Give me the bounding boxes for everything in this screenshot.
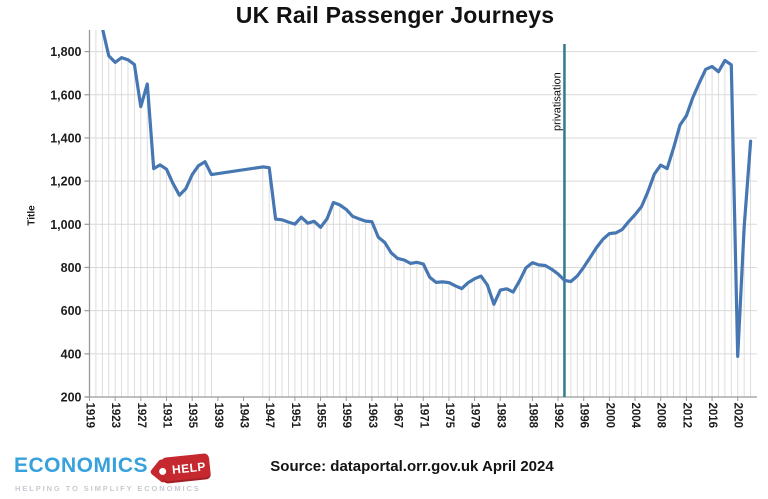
x-tick-label: 1931 — [161, 403, 173, 429]
rail-journeys-line-chart: 200 400 600 800 1,000 1,200 1,400 1,600 1,800 191… — [50, 30, 757, 429]
x-tick-label: 1979 — [469, 403, 481, 429]
privatisation-label: privatisation — [551, 72, 563, 131]
x-tick-label: 1951 — [289, 403, 301, 429]
y-tick-label: 1,600 — [50, 88, 81, 102]
x-tick-label: 1955 — [315, 403, 327, 429]
logo-price-tag: HELP — [149, 453, 212, 485]
source-caption: Source: dataportal.orr.gov.uk April 2024 — [270, 458, 554, 475]
logo-tag-label: HELP — [171, 459, 207, 477]
x-tick-label: 1923 — [109, 403, 121, 429]
y-tick-label: 1,800 — [50, 45, 81, 59]
x-tick-label: 1963 — [366, 403, 378, 429]
x-tick-label: 1943 — [238, 403, 250, 429]
y-tick-label: 200 — [61, 391, 82, 405]
x-tick-label: 1992 — [552, 403, 564, 429]
y-tick-label: 600 — [61, 304, 82, 318]
y-tick-label: 1,200 — [50, 175, 81, 189]
logo-tagline: HELPING TO SIMPLIFY ECONOMICS — [15, 484, 201, 493]
x-tick-label: 2008 — [655, 403, 667, 429]
economics-help-logo: ECONOMICS HELP HELPING TO SIMPLIFY ECONO… — [12, 448, 242, 498]
x-tick-label: 1947 — [263, 403, 275, 429]
x-tick-label: 1983 — [494, 403, 506, 429]
x-tick-label: 1959 — [340, 403, 352, 429]
series-line — [101, 30, 753, 358]
y-tick-label: 400 — [61, 347, 82, 361]
chart-title: UK Rail Passenger Journeys — [235, 2, 555, 28]
x-tick-label: 2000 — [603, 403, 615, 429]
x-tick-label: 1967 — [392, 403, 404, 429]
y-tick-label: 1,000 — [50, 218, 81, 232]
x-tick-label: 1927 — [135, 403, 147, 429]
tag-body: HELP — [160, 453, 212, 484]
logo-wordmark: ECONOMICS — [14, 454, 149, 477]
x-tick-label: 1975 — [443, 403, 455, 429]
x-tick-label: 1996 — [578, 403, 590, 429]
x-tick-label: 1935 — [186, 403, 198, 429]
x-tick-label: 1988 — [526, 403, 538, 429]
x-tick-label: 1939 — [212, 403, 224, 429]
x-tick-label: 2020 — [732, 403, 744, 429]
x-tick-label: 2016 — [706, 403, 718, 429]
x-tick-label: 1919 — [84, 403, 96, 429]
x-tick-label: 2012 — [680, 403, 692, 429]
x-tick-label: 2004 — [629, 403, 641, 429]
y-tick-label: 800 — [61, 261, 82, 275]
x-tick-label: 1971 — [417, 403, 429, 429]
y-tick-label: 1,400 — [50, 131, 81, 145]
